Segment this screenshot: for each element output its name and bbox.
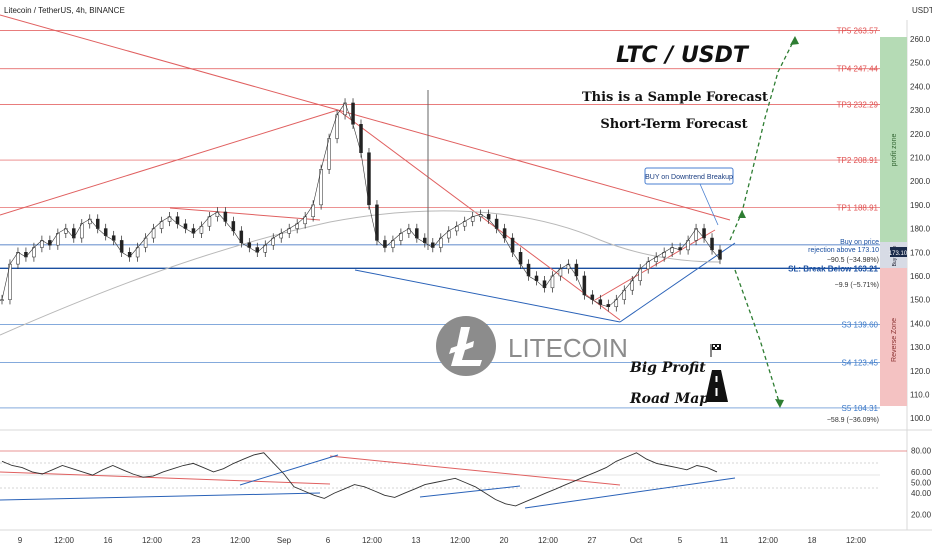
reverse-zone-label: Reverse Zone [891, 318, 898, 362]
rsi-tick-0: 80.00 [911, 447, 932, 456]
price-tick-4: 220.0 [910, 130, 931, 139]
time-axis: 9 12:00 16 12:00 23 12:00 Sep 6 12:00 13 12:00 20 12… [18, 536, 867, 545]
price-tick-6: 200.0 [910, 177, 931, 186]
time-tick-17: 12:00 [758, 536, 779, 545]
price-tick-2: 240.0 [910, 82, 931, 91]
price-tick-5: 210.0 [910, 153, 931, 162]
time-tick-13: 27 [588, 536, 597, 545]
subtitle-2: Short-Term Forecast [600, 117, 747, 132]
time-tick-3: 12:00 [142, 536, 163, 545]
time-tick-14: Oct [630, 536, 643, 545]
level-label-2: TP3 232.29 [837, 101, 879, 110]
time-tick-4: 23 [192, 536, 201, 545]
price-tick-12: 140.0 [910, 319, 931, 328]
rsi-tick-4: 20.00 [911, 510, 932, 519]
time-tick-11: 20 [500, 536, 509, 545]
time-tick-9: 13 [412, 536, 421, 545]
currency-label: USDT [912, 6, 932, 15]
road-map: Road Map [629, 391, 709, 407]
price-tick-13: 130.0 [910, 343, 931, 352]
big-profit: Big Profit [629, 360, 706, 376]
price-axis: 260.0 250.0 240.0 230.0 220.0 210.0 200.0 190.0… [910, 35, 931, 423]
time-tick-10: 12:00 [450, 536, 471, 545]
change-sl: −9.9 (−5.71%) [835, 282, 879, 289]
road-icon [705, 370, 728, 402]
price-tick-16: 100.0 [910, 414, 931, 423]
level-label-1: TP4 247.44 [837, 65, 879, 74]
time-tick-18: 18 [808, 536, 817, 545]
change-up: −90.5 (−34.98%) [827, 257, 879, 264]
profit-zone [880, 37, 907, 242]
time-tick-6: Sep [277, 536, 292, 545]
time-tick-15: 5 [678, 536, 683, 545]
price-tick-7: 190.0 [910, 201, 931, 210]
price-tick-1: 250.0 [910, 59, 931, 68]
logo-text: LITECOIN [508, 333, 628, 363]
symbol-line: Litecoin / TetherUS, 4h, BINANCE [4, 6, 125, 15]
time-tick-16: 11 [720, 536, 729, 545]
price-tick-3: 230.0 [910, 106, 931, 115]
time-tick-5: 12:00 [230, 536, 251, 545]
arrow-heads [738, 36, 799, 408]
level-label-5: SL: Break Below 163.21 [788, 264, 878, 273]
rsi-panel [0, 450, 907, 509]
time-tick-12: 12:00 [538, 536, 559, 545]
level-label-8: S5 104.31 [842, 404, 879, 413]
price-tick-10: 160.0 [910, 272, 931, 281]
level-label-6: S3 139.60 [842, 320, 879, 329]
time-tick-7: 6 [326, 536, 331, 545]
level-label-0: TP5 263.57 [837, 26, 879, 35]
buy-on-price: Buy on price [840, 239, 879, 246]
reverse-zone [880, 268, 907, 406]
level-label-4: TP1 188.91 [837, 203, 879, 212]
time-tick-1: 12:00 [54, 536, 75, 545]
candle-body-0 [0, 299, 4, 301]
time-tick-0: 9 [18, 536, 23, 545]
main-title: LTC / USDT [616, 43, 750, 68]
profit-zone-label: profit zone [891, 134, 898, 167]
time-tick-2: 16 [104, 536, 113, 545]
level-label-3: TP2 208.91 [837, 156, 879, 165]
litecoin-logo: LITECOIN [436, 316, 628, 376]
price-tick-0: 260.0 [910, 35, 931, 44]
time-tick-8: 12:00 [362, 536, 383, 545]
forecast-arrows [729, 37, 796, 406]
level-label-7: S4 123.45 [842, 359, 879, 368]
price-tick-9: 170.0 [910, 248, 931, 257]
current-price-badge: 173.10 [889, 251, 908, 257]
rsi-tick-3: 40.00 [911, 489, 932, 498]
price-tick-14: 120.0 [910, 367, 931, 376]
rsi-tick-2: 50.00 [911, 479, 932, 488]
price-series [0, 98, 722, 312]
trend-lines [0, 14, 736, 336]
subtitle-1: This is a Sample Forecast [582, 90, 768, 105]
price-tick-8: 180.0 [910, 225, 931, 234]
callout-text: BUY on Downtrend Breakup [645, 174, 733, 181]
rsi-tick-1: 60.00 [911, 468, 932, 477]
price-line [1, 102, 721, 308]
price-tick-15: 110.0 [910, 390, 930, 399]
change-bottom: −58.9 (−36.09%) [827, 417, 879, 424]
rejection-text: rejection above 173.10 [808, 247, 879, 254]
price-tick-11: 150.0 [910, 296, 931, 305]
flag-icon [710, 344, 721, 357]
callout-box [644, 167, 734, 185]
time-tick-19: 12:00 [846, 536, 867, 545]
